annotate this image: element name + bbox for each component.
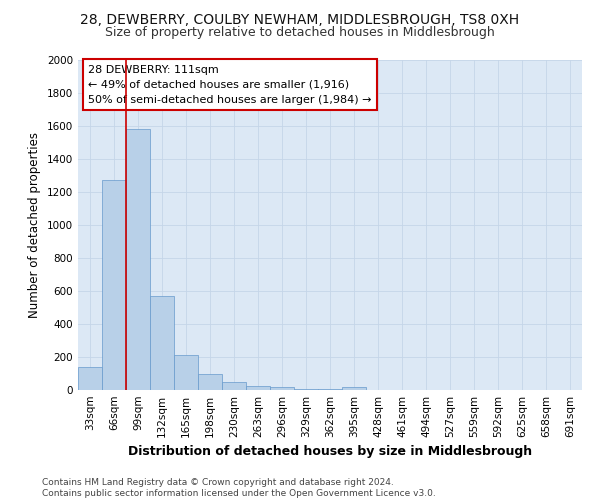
Bar: [102, 180, 126, 390]
Bar: [78, 367, 102, 390]
Text: 28 DEWBERRY: 111sqm
← 49% of detached houses are smaller (1,916)
50% of semi-det: 28 DEWBERRY: 111sqm ← 49% of detached ho…: [88, 65, 371, 104]
X-axis label: Distribution of detached houses by size in Middlesbrough: Distribution of detached houses by size …: [128, 446, 532, 458]
Bar: [342, 386, 366, 390]
Text: Contains HM Land Registry data © Crown copyright and database right 2024.
Contai: Contains HM Land Registry data © Crown c…: [42, 478, 436, 498]
Y-axis label: Number of detached properties: Number of detached properties: [28, 132, 41, 318]
Bar: [174, 354, 198, 390]
Text: 28, DEWBERRY, COULBY NEWHAM, MIDDLESBROUGH, TS8 0XH: 28, DEWBERRY, COULBY NEWHAM, MIDDLESBROU…: [80, 12, 520, 26]
Bar: [150, 296, 174, 390]
Bar: [270, 386, 294, 390]
Bar: [126, 130, 150, 390]
Bar: [198, 374, 222, 390]
Text: Size of property relative to detached houses in Middlesbrough: Size of property relative to detached ho…: [105, 26, 495, 39]
Bar: [222, 382, 246, 390]
Bar: [246, 386, 270, 390]
Bar: [318, 389, 342, 390]
Bar: [294, 389, 318, 390]
